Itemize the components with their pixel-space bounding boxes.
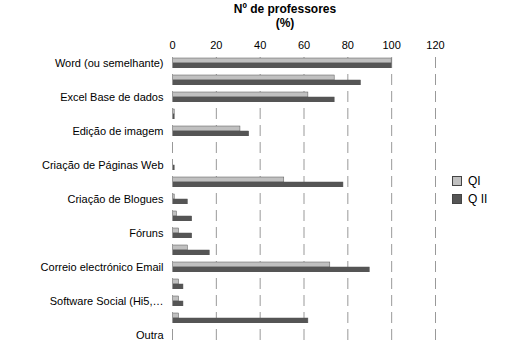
svg-text:Edição de imagem: Edição de imagem <box>72 125 163 137</box>
svg-text:0: 0 <box>169 39 175 51</box>
svg-text:20: 20 <box>210 39 222 51</box>
svg-text:80: 80 <box>342 39 354 51</box>
svg-text:Software Social (Hi5,…: Software Social (Hi5,… <box>50 295 164 307</box>
svg-text:Excel Base de dados: Excel Base de dados <box>60 91 164 103</box>
svg-text:Criação de Blogues: Criação de Blogues <box>67 193 164 205</box>
svg-text:100: 100 <box>382 39 400 51</box>
svg-text:120: 120 <box>426 39 444 51</box>
html-text:Q II: Q II <box>468 192 488 206</box>
svg-text:Criação de Páginas Web: Criação de Páginas Web <box>42 159 163 171</box>
svg-text:60: 60 <box>298 39 310 51</box>
svg-text:Correio electrónico Email: Correio electrónico Email <box>41 261 164 273</box>
html-text:QI: QI <box>468 174 481 188</box>
svg-text:Outra: Outra <box>136 329 164 341</box>
svg-text:40: 40 <box>254 39 266 51</box>
svg-text:Word (ou semelhante): Word (ou semelhante) <box>55 57 164 69</box>
html-text:Nº de professores: Nº de professores <box>233 2 337 16</box>
svg-text:Fóruns: Fóruns <box>129 227 164 239</box>
